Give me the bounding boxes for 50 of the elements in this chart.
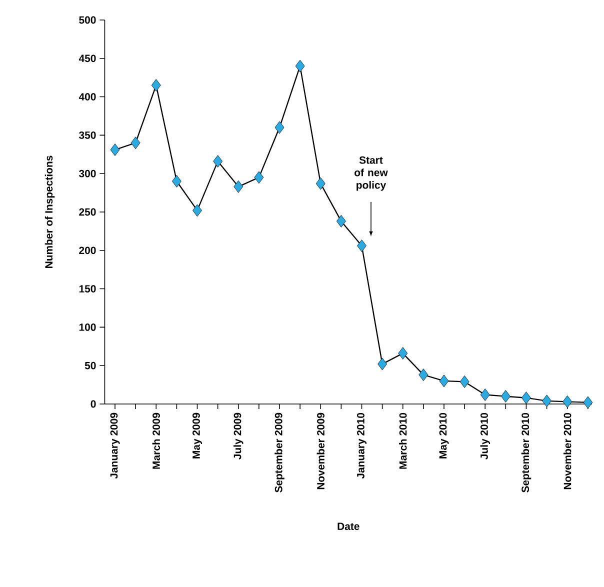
x-tick-label: January 2009 [110,412,120,479]
point [500,390,510,403]
point [522,392,531,404]
point [192,204,202,217]
x-tick-label: November 2009 [316,412,324,490]
point [418,368,428,381]
y-tick-label: 0 [90,400,96,408]
y-tick-label: 150 [79,285,96,292]
point [439,374,449,388]
point [357,240,366,252]
y-tick-label: 250 [79,208,96,216]
x-tick-label: November 2010 [564,412,572,490]
point [583,396,593,409]
y-tick-label: 400 [78,93,96,100]
point [234,180,244,193]
point [254,171,264,184]
point [378,358,388,370]
x-axis-title: Date [338,522,360,530]
x-tick-label: May 2010 [439,412,449,458]
point [213,155,223,168]
point [542,394,552,408]
y-tick-label: 200 [79,246,96,254]
x-tick-label: March 2009 [152,412,160,469]
point [460,376,470,388]
point [336,215,346,228]
x-tick-label: September 2010 [521,412,532,492]
point [130,136,140,150]
y-tick-label: 500 [79,16,96,24]
point [274,121,284,134]
annotation: Start of new policy [354,156,388,191]
point [151,79,161,92]
x-tick-label: September 2009 [274,412,284,492]
x-tick-label: July 2009 [234,412,244,460]
point [110,144,120,156]
point [295,60,305,72]
y-tick-label: 450 [78,54,96,62]
x-tick-label: May 2009 [192,412,202,458]
x-tick-label: March 2010 [399,412,407,469]
y-tick-label: 350 [78,131,96,139]
point [172,175,182,188]
x-tick-label: July 2010 [480,412,490,460]
x-tick-label: January 2010 [357,412,366,479]
point [398,347,408,360]
y-axis-title: Number of Inspections [44,156,55,268]
point [480,388,490,401]
y-tick-label: 50 [84,362,96,370]
y-tick-label: 300 [78,170,96,178]
point [562,395,572,408]
y-tick-label: 100 [79,323,96,331]
point [316,177,326,190]
